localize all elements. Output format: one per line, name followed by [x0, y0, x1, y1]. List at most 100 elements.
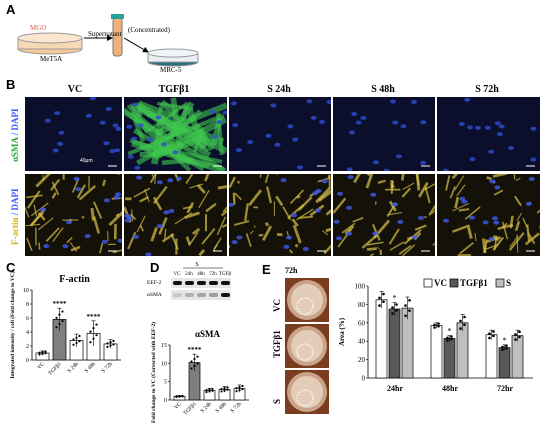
panel-label-b: B [6, 77, 16, 92]
bar [511, 335, 524, 379]
bar [430, 325, 443, 379]
data-point [89, 330, 92, 333]
y-tick-label: 10 [23, 288, 29, 294]
data-point [241, 384, 244, 388]
data-point [505, 344, 508, 348]
blot-lane-label: VC [174, 272, 182, 277]
bar [498, 347, 511, 379]
data-point [378, 304, 381, 307]
data-point [501, 345, 504, 349]
bar [485, 334, 498, 379]
blot-band [185, 293, 194, 297]
data-point [38, 353, 41, 356]
y-axis-label: Area (%) [338, 317, 346, 346]
wound-well-image [285, 370, 329, 414]
data-point [518, 330, 521, 334]
y-tick-label: 40 [358, 338, 366, 346]
data-point [205, 390, 208, 394]
data-point [492, 330, 495, 333]
data-point [514, 338, 517, 341]
data-point [488, 336, 491, 340]
column-header-s48h: S 48h [371, 84, 395, 95]
concentrated-label: (Concentrated) [128, 26, 170, 34]
y-tick-label: 0 [164, 398, 167, 404]
y-tick-label: 8 [26, 302, 29, 308]
data-point [205, 389, 208, 392]
y-tick-label: 100 [355, 283, 366, 291]
data-point [41, 352, 44, 355]
data-point [58, 313, 61, 316]
category-label: VC [36, 361, 46, 371]
category-label: S 48h [215, 401, 228, 414]
met5a-label: MeT5A [40, 55, 63, 63]
category-label: S 48h [84, 361, 97, 374]
data-point [437, 322, 440, 325]
micrograph-tile [124, 174, 227, 256]
data-point [106, 345, 109, 348]
data-point [514, 333, 517, 336]
legend-swatch [449, 278, 459, 288]
data-point [395, 303, 398, 306]
legend-label: VC [434, 278, 447, 288]
data-point [518, 335, 521, 339]
data-point [44, 352, 47, 355]
data-point [437, 324, 440, 328]
data-point [238, 389, 241, 392]
category-label: 48hr [442, 384, 458, 393]
data-point [220, 387, 223, 391]
category-label: VC [173, 401, 183, 411]
micrograph-tile [333, 97, 435, 171]
data-point [450, 337, 453, 341]
blot-membrane [171, 290, 231, 300]
column-header-vc: VC [67, 84, 83, 95]
panel-label-e: E [262, 262, 271, 277]
micrograph-tile [229, 174, 331, 256]
y-tick-label: 10 [161, 361, 167, 367]
category-label: 24hr [387, 384, 403, 393]
chart-e: 0 20 40 60 80 100 Area (%) * 24hr * 48hr * 72hr VC TGF… [338, 278, 533, 393]
category-label: S 24h [200, 401, 213, 414]
blot-band [173, 281, 182, 285]
blot-band [197, 281, 206, 285]
data-point [492, 334, 495, 338]
data-point [95, 334, 98, 337]
data-point [95, 323, 98, 326]
panel-label-c: C [6, 260, 16, 275]
row-label-factin: F-actin / DAPI [10, 188, 20, 246]
data-point [58, 323, 61, 326]
data-point [382, 292, 385, 296]
data-point [241, 388, 244, 391]
chart-title: αSMA [195, 329, 221, 339]
data-point [72, 343, 75, 346]
blot-lane-label: 48h [197, 272, 205, 277]
data-point [408, 299, 411, 302]
data-point [41, 351, 44, 354]
bar [388, 308, 401, 379]
data-point [433, 323, 436, 327]
data-point [89, 341, 92, 344]
micrograph-tile [437, 97, 540, 171]
data-point [404, 304, 407, 307]
data-point [109, 341, 112, 344]
y-axis-label: Fold change to VC (Corrected with EEF-2) [150, 322, 157, 423]
micrograph-tile [229, 97, 331, 171]
data-point [391, 312, 394, 315]
legend-swatch [495, 278, 505, 288]
column-header-s72h: S 72h [475, 84, 499, 95]
data-point [223, 387, 226, 390]
column-header-tgfb1: TGFβ1 [158, 84, 190, 95]
data-point [55, 316, 58, 319]
y-tick-label: 2 [26, 344, 29, 350]
wound-row-label: S [272, 398, 282, 404]
wound-well-image [285, 278, 329, 322]
y-tick-label: 80 [358, 301, 366, 309]
data-point [208, 390, 211, 393]
legend-label: TGFβ1 [460, 278, 488, 288]
y-tick-label: 60 [358, 319, 366, 327]
wound-row-label: TGFβ1 [272, 330, 282, 358]
bar [443, 338, 456, 379]
significance-label: **** [53, 300, 68, 308]
mgo-label: MGO [30, 24, 47, 32]
micrograph-tile [124, 97, 227, 171]
